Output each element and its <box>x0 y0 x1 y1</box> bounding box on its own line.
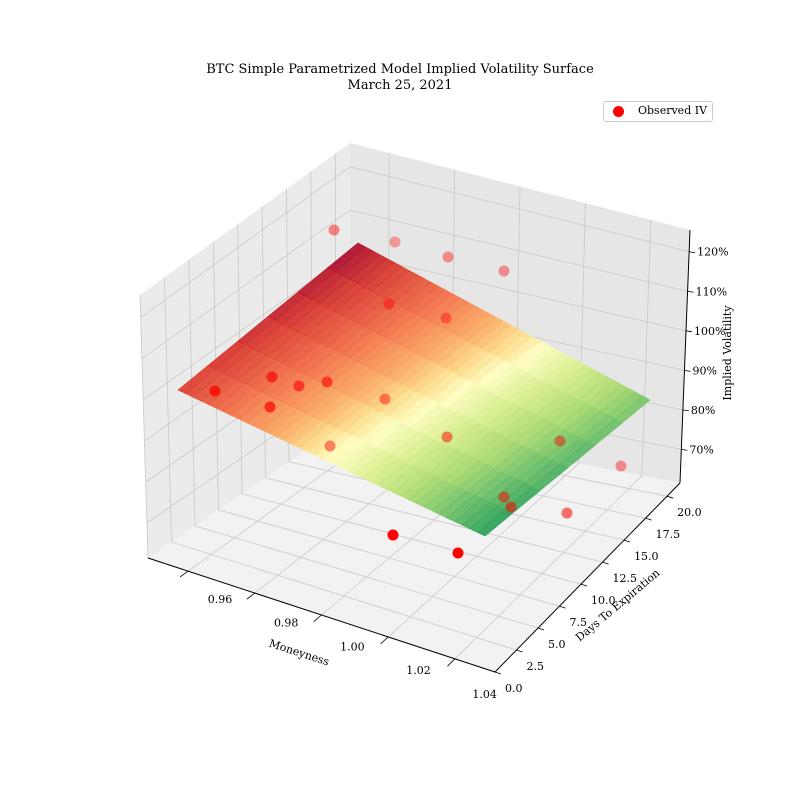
y-tick-mark <box>580 583 588 587</box>
y-tick-mark <box>623 539 631 543</box>
y-tick-label: 0.0 <box>505 682 523 695</box>
observed-iv-point <box>383 298 395 310</box>
y-tick-label: 17.5 <box>656 528 681 541</box>
y-tick-mark <box>516 649 523 653</box>
legend-marker <box>613 106 624 117</box>
x-tick-label: 0.96 <box>208 593 233 606</box>
y-gridline <box>164 277 517 651</box>
x-tick-mark <box>447 658 456 667</box>
z-tick-mark <box>681 449 688 451</box>
y-tick-label: 10.0 <box>591 594 616 607</box>
observed-iv-point <box>387 529 399 541</box>
surface-patch <box>614 395 651 424</box>
z-tick-mark <box>687 290 694 293</box>
observed-iv-point <box>561 507 573 519</box>
x-tick-label: 1.04 <box>472 688 497 701</box>
x-tick-mark <box>313 614 322 622</box>
z-gridline <box>141 209 688 360</box>
z-axis-label: Implied Volatility <box>721 305 734 401</box>
y-gridline <box>261 206 603 563</box>
x-tick-label: 1.00 <box>340 640 365 653</box>
z-tick-label: 100% <box>694 325 725 338</box>
y-tick-label: 2.5 <box>527 660 545 673</box>
iv-surface <box>177 242 651 537</box>
y-tick-mark <box>645 517 652 521</box>
observed-iv-point <box>452 547 464 559</box>
observed-iv-point <box>324 440 336 452</box>
z-tick-label: 90% <box>692 364 716 377</box>
z-tick-mark <box>682 409 689 412</box>
observed-iv-point <box>440 312 452 324</box>
y-tick-mark <box>537 627 545 631</box>
y-gridline <box>237 224 582 585</box>
observed-iv-point <box>554 435 566 447</box>
x-gridline <box>454 219 652 660</box>
x-gridline <box>387 203 586 638</box>
observed-iv-point <box>389 236 401 248</box>
z-tick-label: 120% <box>697 246 728 259</box>
z-tick-label: 70% <box>689 443 713 456</box>
y-tick-mark <box>494 671 502 675</box>
y-gridline <box>212 241 560 607</box>
observed-iv-point <box>615 460 627 472</box>
observed-iv-point <box>498 491 510 503</box>
x-tick-mark <box>380 636 389 645</box>
observed-iv-point <box>505 501 517 513</box>
z-tick-mark <box>685 330 693 333</box>
observed-iv-point <box>321 376 333 388</box>
chart-subtitle: March 25, 2021 <box>347 78 453 93</box>
observed-iv-point <box>328 224 340 236</box>
y-tick-label: 15.0 <box>634 550 659 563</box>
y-tick-label: 7.5 <box>570 616 588 629</box>
z-axis-line <box>679 229 691 484</box>
y-tick-label: 12.5 <box>613 572 638 585</box>
z-tick-mark <box>684 369 691 372</box>
observed-points <box>209 224 627 559</box>
observed-iv-point <box>379 393 391 405</box>
observed-iv-point <box>498 265 510 277</box>
x-tick-label: 1.02 <box>406 664 431 677</box>
y-axis-line <box>494 482 681 673</box>
observed-iv-point <box>266 371 278 383</box>
tick-labels: 0.96 0.98 1.00 1.02 1.04 0.0 2.55.0 7.510.0 12.5… <box>179 246 729 701</box>
x-axis-label: Moneyness <box>267 637 331 669</box>
z-tick-label: 80% <box>691 404 715 417</box>
y-gridline <box>188 259 539 629</box>
y-tick-mark <box>666 495 674 499</box>
x-tick-mark <box>179 570 189 578</box>
z-gridline <box>140 166 690 318</box>
observed-iv-point <box>441 431 453 443</box>
y-tick-mark <box>559 605 566 609</box>
chart-title: BTC Simple Parametrized Model Implied Vo… <box>206 62 594 77</box>
legend-label: Observed IV <box>638 104 708 117</box>
observed-iv-point <box>209 385 221 397</box>
observed-iv-point <box>293 380 305 392</box>
z-tick-mark <box>689 251 696 254</box>
legend: Observed IV <box>603 101 713 122</box>
y-tick-label: 20.0 <box>677 506 702 519</box>
y-tick-mark <box>602 561 609 565</box>
z-tick-label: 110% <box>696 285 727 298</box>
observed-iv-point <box>264 401 276 413</box>
y-tick-label: 5.0 <box>548 638 566 651</box>
x-tick-mark <box>246 592 256 600</box>
y-gridline <box>286 188 625 541</box>
observed-iv-point <box>442 251 454 263</box>
x-tick-label: 0.98 <box>274 617 299 630</box>
